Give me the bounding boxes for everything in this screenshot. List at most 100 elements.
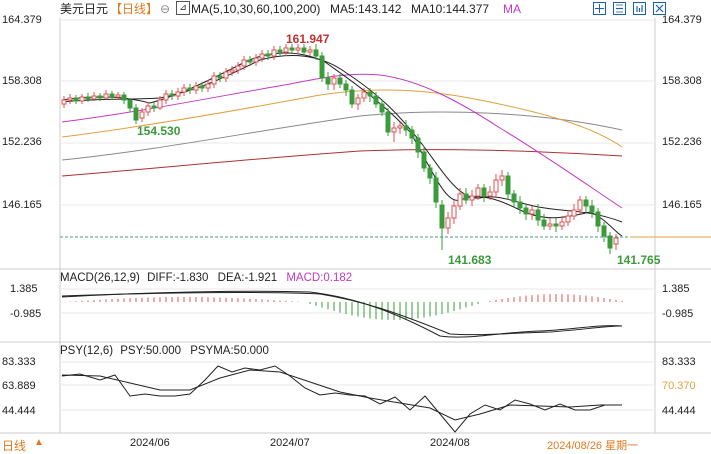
macd-diff-value: DIFF:-1.830 — [147, 272, 209, 284]
candle-body — [463, 193, 469, 201]
candle-body — [163, 93, 169, 101]
candle-body — [547, 223, 553, 227]
candle-body — [409, 129, 415, 139]
candle-body — [361, 91, 367, 99]
candle-body — [91, 95, 97, 100]
candle-body — [379, 103, 385, 113]
candle-body — [475, 187, 481, 197]
candle-body — [283, 47, 289, 53]
candle-body — [79, 96, 85, 102]
price-tick-left: 146.165 — [2, 199, 42, 211]
candle-body — [97, 95, 103, 99]
candle-body — [427, 167, 433, 179]
macd-header: MACD(26,12,9) DIFF:-1.830 DEA:-1.921 MAC… — [60, 272, 352, 284]
candle-body — [151, 105, 157, 109]
candle-body — [187, 87, 193, 91]
candle-body — [169, 93, 175, 97]
psy-tick-right: 44.444 — [662, 405, 696, 417]
candle-body — [439, 204, 445, 229]
psy-line — [61, 365, 622, 433]
psy-header: PSY(12,6) PSY:50.000 PSYMA:50.000 — [60, 345, 269, 357]
ma-params-label: MA(5,10,30,60,100,200) — [191, 2, 321, 16]
period-selector[interactable]: 【日线】 — [110, 2, 159, 16]
price-tick-right: 158.308 — [662, 75, 702, 87]
bar-chart-icon[interactable] — [633, 2, 646, 15]
grid-icon[interactable] — [593, 2, 606, 15]
candle-body — [607, 235, 613, 249]
close-icon[interactable] — [653, 2, 666, 15]
candle-body — [343, 83, 349, 91]
ma-settings-icon[interactable]: ⊿ — [176, 1, 190, 15]
candle-body — [571, 209, 577, 217]
candle-body — [331, 77, 337, 85]
candle-body — [337, 77, 343, 85]
price-tick-right: 152.236 — [662, 136, 702, 148]
candle-body — [115, 94, 121, 98]
minus-zoom-icon[interactable] — [613, 2, 626, 15]
macd-dea-value: DEA:-1.921 — [217, 272, 278, 284]
candle-body — [67, 97, 73, 101]
candle-body — [61, 99, 67, 105]
candle-body — [235, 65, 241, 71]
date-tick: 2024/08 — [430, 437, 470, 449]
candle-body — [109, 93, 115, 98]
ma200-line — [61, 149, 623, 177]
macd-histogram — [69, 294, 623, 320]
candle-body — [127, 99, 133, 109]
candle-body — [355, 97, 361, 105]
macd-tick-left: 1.385 — [10, 283, 38, 295]
period-tab[interactable]: 日线 — [2, 439, 27, 453]
candle-body — [295, 47, 301, 51]
candle-body — [505, 175, 511, 195]
candle-body — [373, 95, 379, 105]
candle-body — [217, 75, 223, 79]
candle-body — [487, 191, 493, 197]
candle-body — [391, 127, 397, 133]
candle-body — [367, 91, 373, 97]
psyma-line — [61, 369, 622, 421]
date-tick: 2024/07 — [270, 437, 310, 449]
low-price-label-2: 141.683 — [448, 253, 492, 267]
ma30-line — [61, 73, 623, 209]
price-tick-left: 152.236 — [2, 136, 42, 148]
candle-body — [277, 49, 283, 53]
candle-body — [541, 219, 547, 227]
current-date-label: 2024/08/26 星期一 — [547, 440, 639, 452]
chart-header: 美元日元 【日线】 ⊖ ⊿ MA(5,10,30,60,100,200) MA5… — [0, 0, 711, 18]
candle-body — [313, 49, 319, 57]
candle-body — [85, 96, 91, 100]
macd-title: MACD(26,12,9) — [60, 272, 140, 284]
candle-body — [445, 217, 451, 229]
period-tab-chevron-icon[interactable]: ▲ — [34, 437, 44, 448]
candle-body — [349, 89, 355, 105]
candle-body — [301, 47, 307, 53]
candle-body — [493, 179, 499, 193]
high-price-label: 161.947 — [286, 32, 330, 46]
candle-body — [535, 209, 541, 221]
candle-body — [73, 97, 79, 102]
psy-tick-right: 70.370 — [662, 380, 696, 392]
candle-body — [529, 209, 535, 215]
candle-body — [139, 111, 145, 119]
candle-body — [199, 85, 205, 89]
candle-body — [271, 49, 277, 57]
candle-body — [511, 193, 517, 203]
candle-body — [325, 77, 331, 85]
price-tick-left: 164.379 — [2, 14, 42, 26]
candle-body — [415, 137, 421, 153]
psy-tick-left: 83.333 — [2, 356, 36, 368]
candle-body — [247, 59, 253, 63]
adjust-icon[interactable]: ⊖ — [160, 2, 171, 16]
price-tick-right: 146.165 — [662, 199, 702, 211]
date-tick: 2024/06 — [130, 437, 170, 449]
candle-body — [589, 205, 595, 213]
candle-body — [157, 99, 163, 109]
candle-body — [181, 87, 187, 93]
psy-title: PSY(12,6) — [60, 345, 114, 357]
candle-body — [289, 47, 295, 51]
candle-body — [397, 125, 403, 129]
symbol-label: 美元日元 — [60, 2, 109, 16]
ma100-line — [61, 111, 623, 161]
psy-value: PSY:50.000 — [120, 345, 182, 357]
